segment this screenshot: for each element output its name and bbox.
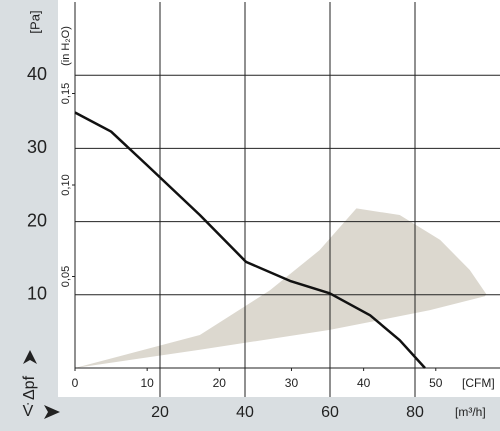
y-arrow [23,350,37,364]
x-tick-label: 40 [357,376,371,390]
x-unit: [CFM] [462,376,495,390]
x2-unit: [m³/h] [455,405,486,419]
y-tick-label: 20 [27,210,47,230]
y2-tick-label: 0,15 [60,83,72,104]
x2-tick-label: 80 [406,404,424,421]
x2-tick-label: 60 [321,404,339,421]
x-tick-label: 0 [72,376,79,390]
x2-tick-label: 40 [236,404,254,421]
operating-area [75,208,487,368]
y-unit: [Pa] [27,10,42,33]
bottom-band [0,397,500,431]
x-tick-label: 20 [213,376,227,390]
plot [75,208,487,368]
x2-tick-label: 20 [151,404,169,421]
y-tick-label: 40 [27,64,47,84]
x-tick-label: 10 [140,376,154,390]
y2-tick-label: 0,05 [60,266,72,287]
curve [74,111,426,369]
y-tick-label: 30 [27,137,47,157]
y-label: Δpf [21,375,38,400]
x-tick-label: 30 [285,376,299,390]
x-tick-label: 50 [429,376,443,390]
x-label: V̇ [23,402,34,420]
x-arrow [44,405,60,419]
y2-tick-label: 0,10 [60,174,72,195]
y-tick-label: 10 [27,284,47,304]
y2-unit: (in H₂O) [60,26,72,66]
